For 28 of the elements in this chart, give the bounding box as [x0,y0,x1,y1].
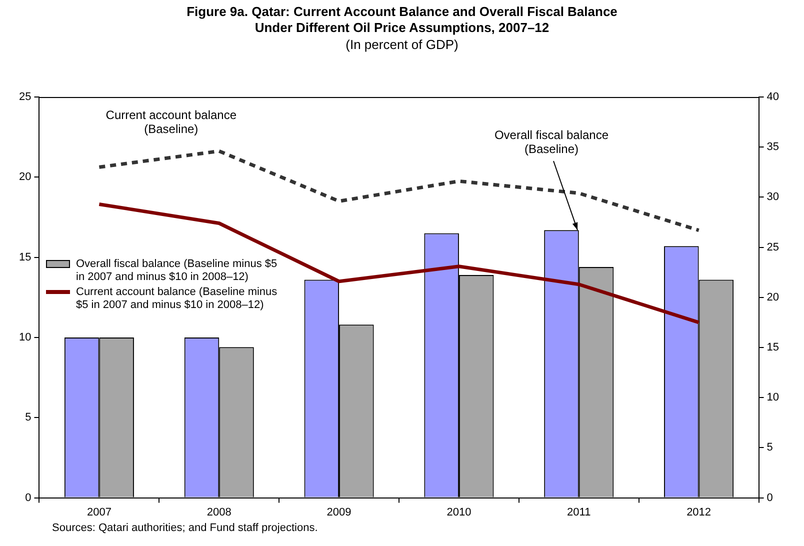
y2-tick-label: 40 [766,91,780,104]
source-note: Sources: Qatari authorities; and Fund staff projections. [52,522,318,534]
y-tick-label: 25 [18,91,32,104]
y2-tick-label: 0 [766,492,773,504]
x-tick-label: 2011 [567,506,591,518]
legend-label: Current account balance (Baseline minus $5 in 2007 and minus $10 in 2008–12) [76,286,278,311]
y-tick-label: 20 [18,171,32,184]
y2-tick-label: 35 [766,141,780,154]
annotation: Current account balance (Baseline) [106,108,237,136]
annotation: Overall fiscal balance (Baseline) [494,128,609,156]
y-tick-label: 15 [18,251,32,264]
y-tick-label: 5 [25,412,32,424]
x-tick-label: 2012 [686,506,712,518]
y2-tick-label: 5 [766,442,773,454]
chart-title: Figure 9a. Qatar: Current Account Balance and Overall Fiscal Balance Under Different Oil Price Assumptions, 2007–12 [186,4,618,36]
chart-subtitle: (In percent of GDP) [344,37,460,52]
y2-tick-label: 15 [766,342,780,354]
y2-tick-label: 25 [766,241,780,254]
y-tick-label: 0 [25,492,32,504]
x-tick-label: 2007 [86,506,112,518]
x-tick-label: 2008 [206,506,232,518]
y2-tick-label: 20 [766,291,780,304]
y2-tick-label: 10 [766,392,780,404]
x-tick-label: 2009 [326,506,352,518]
legend-label: Overall fiscal balance (Baseline minus $5 in 2007 and minus $10 in 2008–12) [76,258,278,283]
y-tick-label: 10 [18,332,32,344]
y2-tick-label: 30 [766,191,780,204]
x-tick-label: 2010 [446,506,472,518]
